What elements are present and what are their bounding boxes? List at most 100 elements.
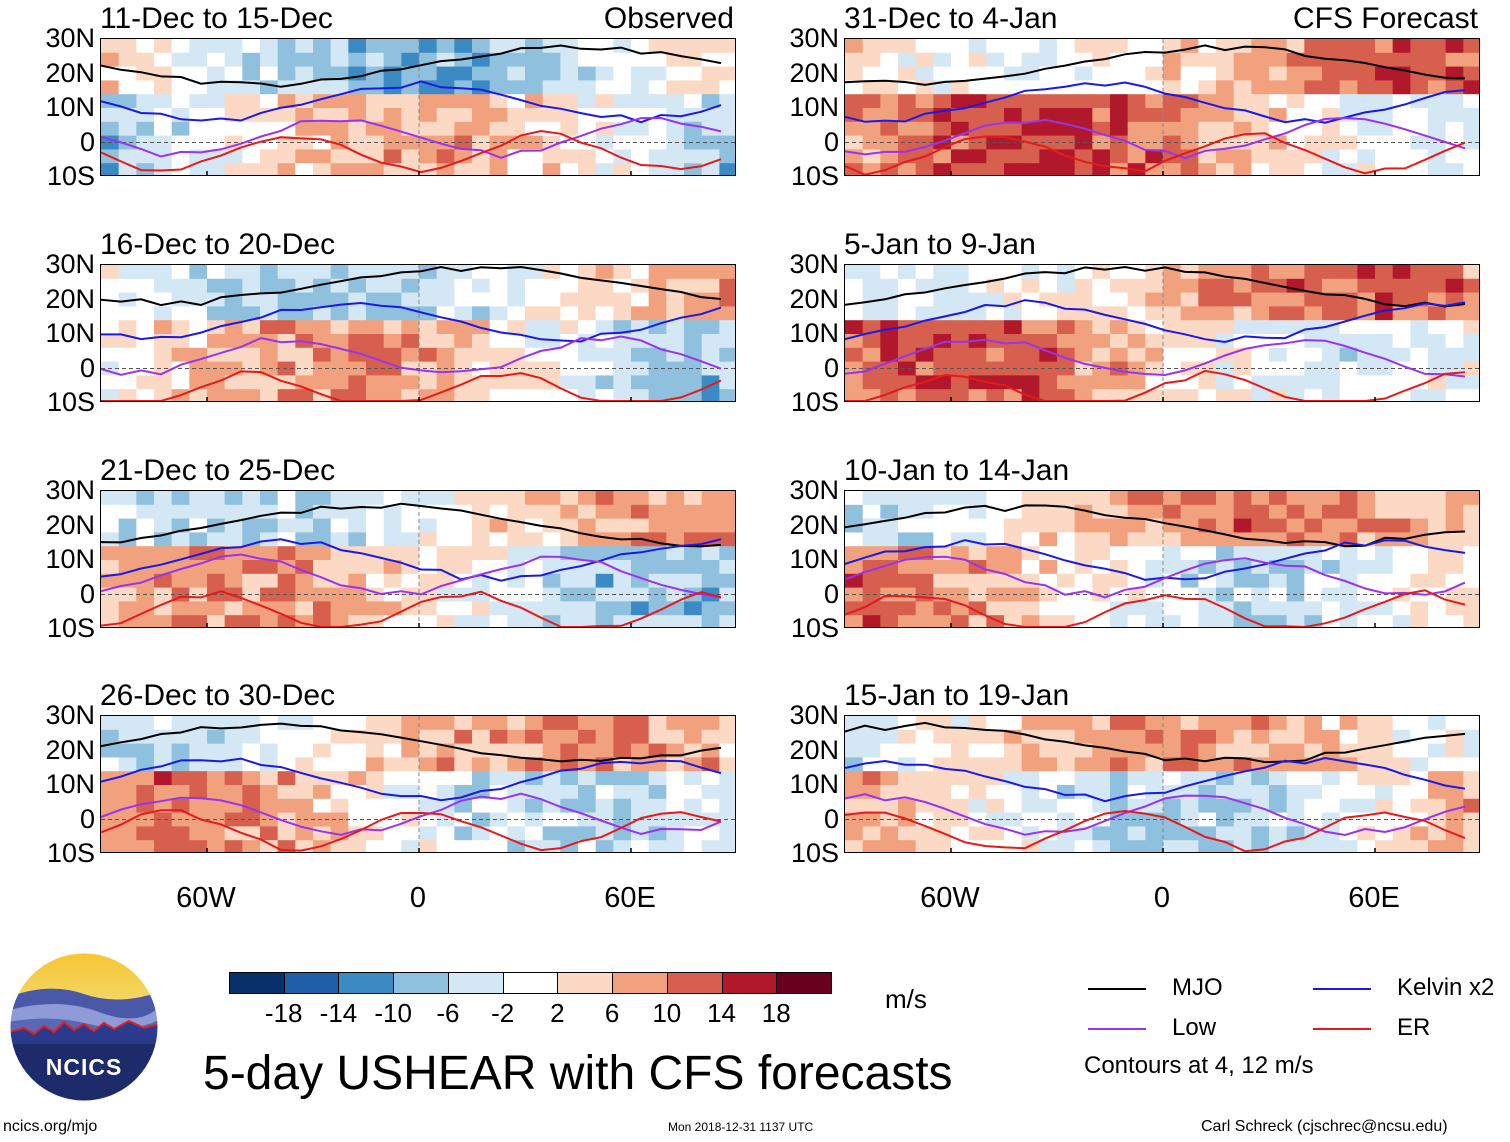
field-cell	[880, 518, 899, 533]
field-cell	[189, 601, 208, 616]
field-cell	[1269, 504, 1288, 520]
field-cell	[648, 615, 667, 627]
field-cell	[313, 601, 332, 616]
field-cell	[1357, 278, 1376, 294]
field-cell	[1233, 560, 1252, 575]
colorbar-tick-label: -18	[264, 998, 303, 1028]
field-cell	[189, 121, 208, 137]
field-cell	[845, 39, 864, 54]
field-cell	[1004, 149, 1023, 164]
field-cell	[1304, 347, 1323, 363]
field-cell	[101, 716, 120, 731]
field-cell	[419, 771, 438, 786]
field-cell	[507, 108, 526, 123]
field-cell	[1057, 840, 1076, 852]
field-cell	[1357, 798, 1376, 814]
field-cell	[454, 757, 473, 772]
field-cell	[1304, 389, 1323, 401]
field-cell	[454, 94, 473, 109]
field-cell	[1375, 518, 1394, 533]
field-cell	[666, 716, 685, 731]
field-cell	[1216, 785, 1235, 800]
field-cell	[701, 39, 720, 54]
field-cell	[648, 121, 667, 137]
field-cell	[968, 80, 987, 95]
field-cell	[1233, 94, 1252, 109]
field-cell	[207, 798, 226, 814]
field-cell	[701, 108, 720, 123]
field-cell	[1251, 306, 1270, 321]
field-cell	[951, 375, 970, 390]
field-cell	[719, 518, 735, 533]
field-cell	[701, 504, 720, 520]
field-cell	[986, 163, 1005, 175]
field-cell	[613, 771, 632, 786]
field-cell	[1233, 306, 1252, 321]
field-cell	[578, 504, 597, 520]
field-cell	[1057, 560, 1076, 575]
field-cell	[295, 347, 314, 363]
field-cell	[1233, 812, 1252, 827]
field-cell	[1039, 80, 1058, 95]
field-cell	[1057, 334, 1076, 349]
field-cell	[666, 573, 685, 589]
field-cell	[542, 320, 561, 335]
field-cell	[454, 743, 473, 758]
field-cell	[295, 729, 314, 745]
field-cell	[986, 320, 1005, 335]
site-link[interactable]: ncics.org/mjo	[3, 1118, 98, 1135]
field-cell	[1216, 39, 1235, 54]
field-cell	[1463, 560, 1479, 575]
field-cell	[631, 785, 650, 800]
field-cell	[631, 546, 650, 561]
field-cell	[507, 320, 526, 335]
field-cell	[1057, 518, 1076, 533]
field-cell	[542, 347, 561, 363]
field-cell	[880, 108, 899, 123]
field-cell	[968, 743, 987, 758]
field-cell	[1110, 94, 1129, 109]
field-cell	[224, 52, 243, 68]
field-cell	[862, 149, 881, 164]
field-cell	[684, 504, 703, 520]
field-cell	[330, 80, 349, 95]
field-cell	[419, 729, 438, 745]
field-cell	[968, 265, 987, 280]
field-cell	[845, 306, 864, 321]
colorbar-swatch	[447, 972, 504, 994]
contour-low	[845, 793, 1466, 837]
field-cell	[595, 729, 614, 745]
field-cell	[118, 320, 137, 335]
field-cell	[1180, 292, 1199, 307]
field-cell	[454, 389, 473, 401]
field-cell	[507, 532, 526, 547]
field-cell	[915, 334, 934, 349]
field-cell	[1269, 729, 1288, 745]
field-cell	[1445, 532, 1464, 547]
field-cell	[419, 518, 438, 533]
field-cell	[1269, 265, 1288, 280]
field-cell	[1269, 320, 1288, 335]
field-cell	[507, 375, 526, 390]
field-cell	[862, 39, 881, 54]
field-cell	[542, 334, 561, 349]
field-cell	[1004, 375, 1023, 390]
field-cell	[701, 52, 720, 68]
field-cell	[154, 491, 173, 506]
field-cell	[968, 615, 987, 627]
field-cell	[1127, 292, 1146, 307]
field-cell	[880, 52, 899, 68]
field-cell	[295, 39, 314, 54]
field-cell	[383, 94, 402, 109]
field-cell	[560, 163, 579, 175]
field-cell	[1092, 840, 1111, 852]
field-cell	[436, 601, 455, 616]
ncics-logo: NCICS	[9, 952, 159, 1102]
field-cell	[1127, 39, 1146, 54]
field-cell	[242, 334, 261, 349]
field-cell	[1004, 39, 1023, 54]
field-cell	[1233, 361, 1252, 376]
field-cell	[898, 94, 917, 109]
field-cell	[1445, 504, 1464, 520]
field-cell	[277, 716, 296, 731]
